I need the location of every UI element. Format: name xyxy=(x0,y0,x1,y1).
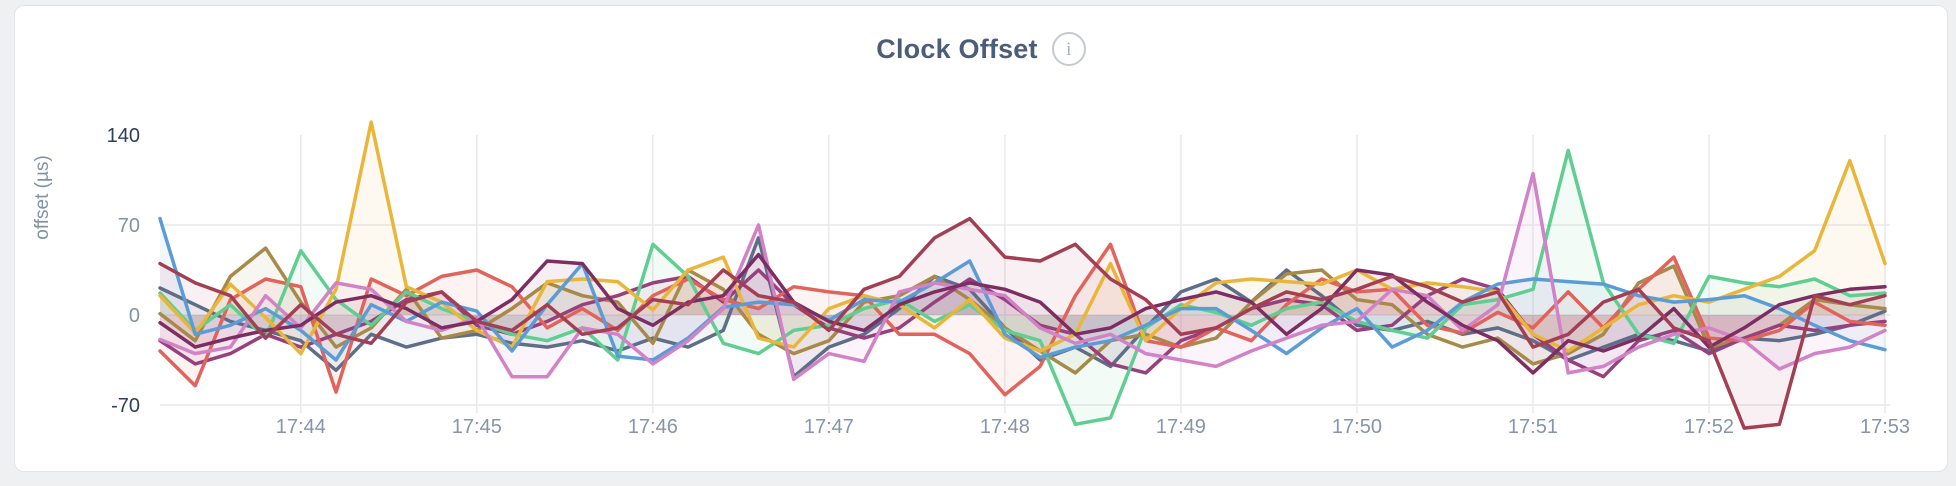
series-line-olive xyxy=(158,246,1887,375)
series-area-green xyxy=(160,150,1885,425)
y-tick-label-140: 140 xyxy=(107,125,140,147)
x-tick-label-17:50: 17:50 xyxy=(1332,416,1382,438)
x-tick-label-17:53: 17:53 xyxy=(1860,416,1910,438)
series-line-blue xyxy=(158,216,1887,362)
clock-offset-card: Clock Offset i offset (µs) xyxy=(14,5,1948,472)
chart-header: Clock Offset i xyxy=(15,32,1947,66)
x-tick-label-17:45: 17:45 xyxy=(452,416,502,438)
series-lines xyxy=(158,120,1887,430)
axis-labels: 140 70 0 -70 17:44 17:45 17:46 17:47 17:48 17:49 1… xyxy=(107,125,1910,438)
x-tick-label-17:44: 17:44 xyxy=(276,416,326,438)
x-tick-label-17:46: 17:46 xyxy=(628,416,678,438)
chart-title: Clock Offset xyxy=(876,33,1038,64)
x-tick-label-17:52: 17:52 xyxy=(1684,416,1734,438)
series-area-coral xyxy=(160,244,1885,395)
x-tick-label-17:51: 17:51 xyxy=(1508,416,1558,438)
series-area-blue xyxy=(160,218,1885,360)
y-tick-label-70: 70 xyxy=(118,215,140,237)
y-tick-label--70: -70 xyxy=(111,395,140,417)
y-tick-label-0: 0 xyxy=(129,305,140,327)
series-line-maroon xyxy=(158,216,1887,430)
series-line-green xyxy=(158,148,1887,427)
series-area-olive xyxy=(160,248,1885,373)
gridlines xyxy=(160,135,1890,413)
series-line-coral xyxy=(158,242,1887,397)
info-icon[interactable]: i xyxy=(1051,32,1086,66)
x-tick-label-17:49: 17:49 xyxy=(1156,416,1206,438)
x-tick-label-17:48: 17:48 xyxy=(980,416,1030,438)
x-tick-label-17:47: 17:47 xyxy=(804,416,854,438)
series-line-purple xyxy=(158,252,1887,375)
